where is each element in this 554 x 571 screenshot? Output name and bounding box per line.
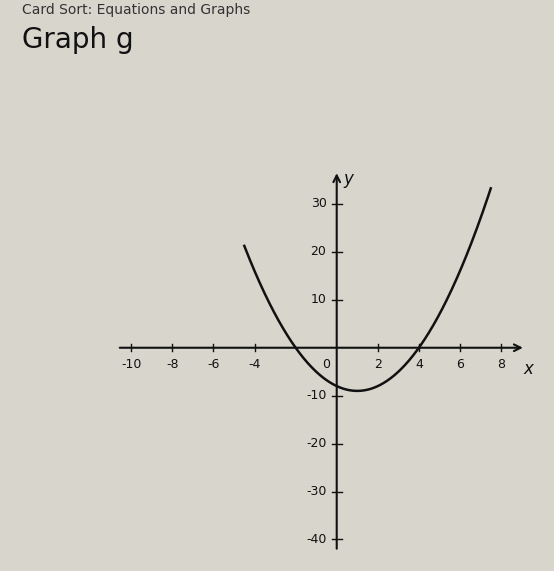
Text: -10: -10 (306, 389, 326, 402)
Text: Graph g: Graph g (22, 26, 134, 54)
Text: -8: -8 (166, 358, 179, 371)
Text: x: x (524, 360, 534, 378)
Text: -20: -20 (306, 437, 326, 450)
Text: -6: -6 (207, 358, 220, 371)
Text: 8: 8 (497, 358, 505, 371)
Text: 6: 6 (456, 358, 464, 371)
Text: 30: 30 (311, 198, 326, 211)
Text: 10: 10 (311, 293, 326, 306)
Text: 0: 0 (322, 358, 331, 371)
Text: -40: -40 (306, 533, 326, 546)
Text: -4: -4 (248, 358, 261, 371)
Text: Card Sort: Equations and Graphs: Card Sort: Equations and Graphs (22, 3, 250, 17)
Text: y: y (344, 170, 354, 188)
Text: -30: -30 (306, 485, 326, 498)
Text: 2: 2 (374, 358, 382, 371)
Text: -10: -10 (121, 358, 141, 371)
Text: 20: 20 (311, 246, 326, 258)
Text: 4: 4 (415, 358, 423, 371)
